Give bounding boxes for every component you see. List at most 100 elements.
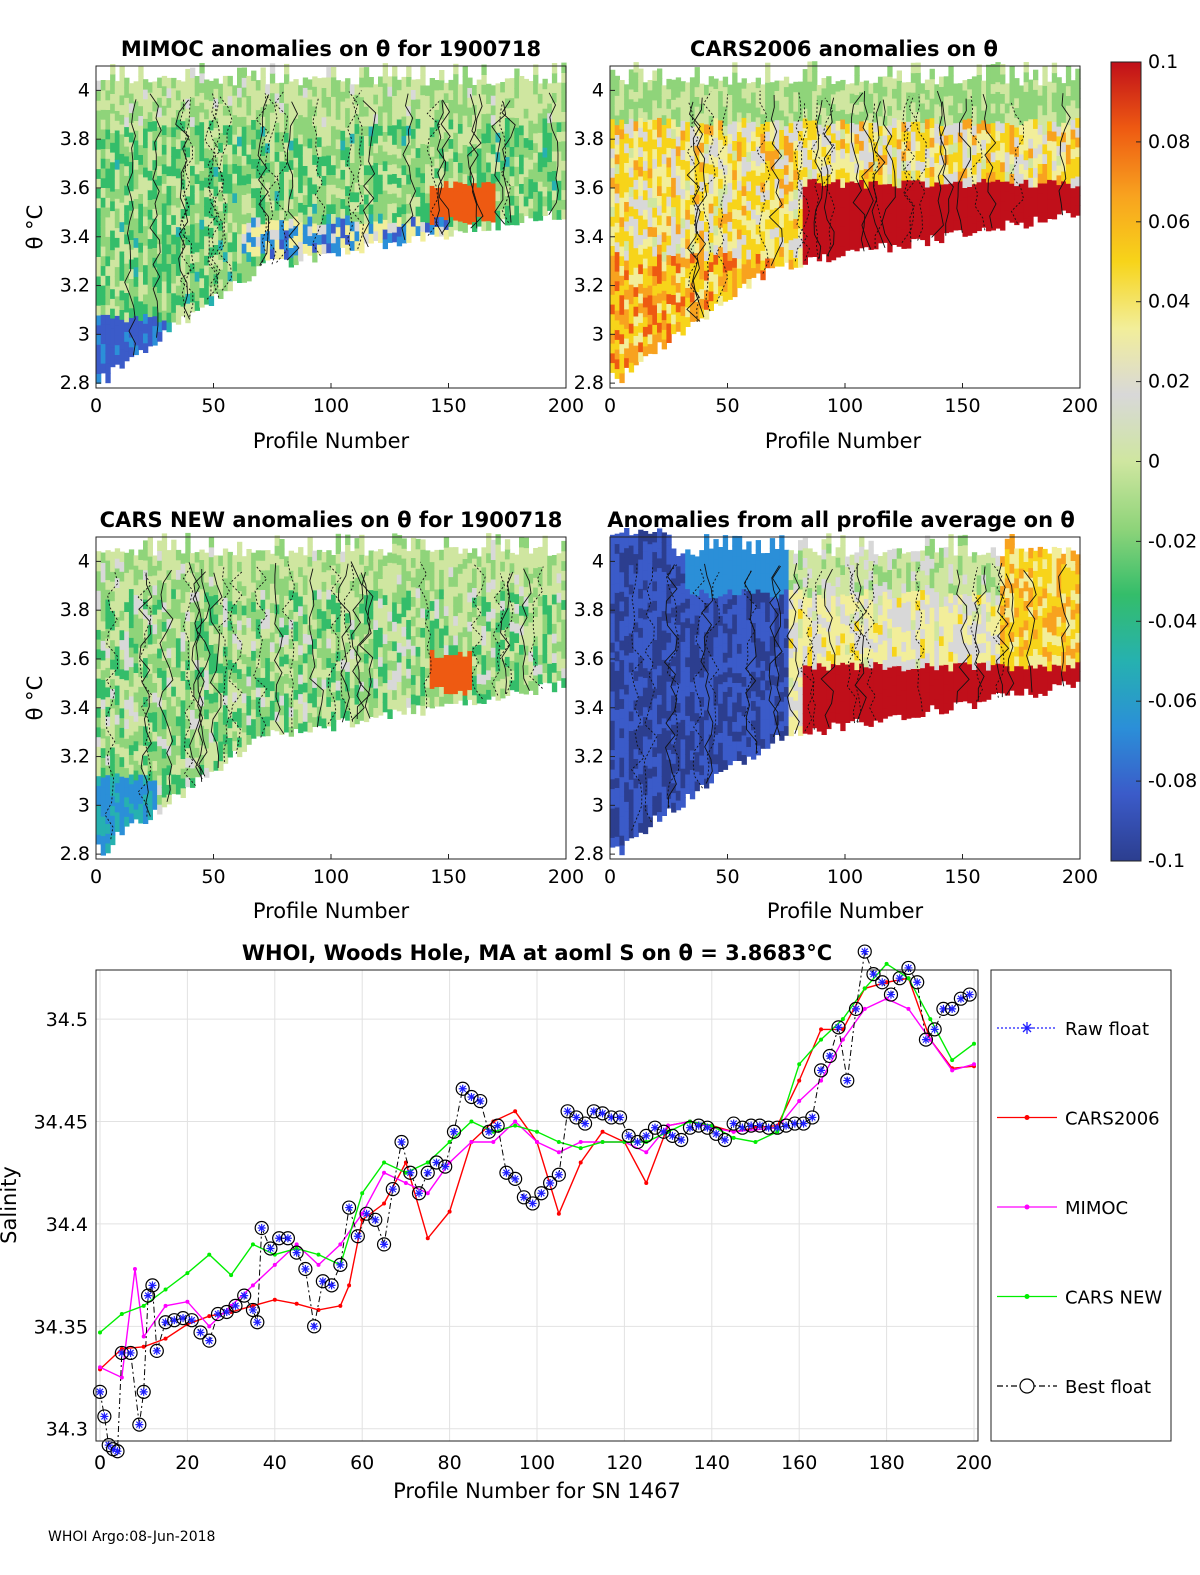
heatmap-cell: [486, 83, 492, 95]
heatmap-cell: [948, 192, 954, 204]
heatmap-cell: [995, 101, 1001, 112]
heatmap-cell: [642, 228, 649, 240]
heatmap-cell: [877, 223, 884, 234]
heatmap-cell: [194, 747, 200, 758]
heatmap-cell: [288, 91, 294, 102]
heatmap-cell: [373, 142, 379, 154]
heatmap-cell: [190, 116, 196, 127]
panel-carsnew-title: CARS NEW anomalies on θ for 1900718: [100, 508, 563, 532]
contour-line: [715, 94, 729, 302]
heatmap-cell: [237, 233, 243, 244]
heatmap-cell: [779, 90, 785, 101]
heatmap-cell: [826, 125, 832, 136]
heatmap-cell: [542, 205, 548, 216]
heatmap-cell: [368, 223, 374, 234]
heatmap-cell: [307, 245, 313, 256]
heatmap-cell: [312, 222, 318, 234]
heatmap-cell: [194, 281, 200, 292]
heatmap-cell: [208, 644, 215, 655]
heatmap-cell: [694, 145, 700, 156]
heatmap-cell: [882, 174, 888, 185]
heatmap-cell: [161, 124, 168, 136]
heatmap-cell: [392, 114, 398, 126]
heatmap-cell: [561, 91, 567, 103]
heatmap-cell: [185, 669, 191, 680]
heatmap-cell: [171, 676, 177, 687]
heatmap-cell: [486, 152, 492, 163]
heatmap-cell: [147, 326, 153, 337]
heatmap-cell: [100, 138, 106, 149]
heatmap-cell: [481, 103, 487, 115]
heatmap-cell: [373, 103, 379, 115]
y-tick-label: 3.8: [574, 128, 604, 150]
heatmap-cell: [986, 123, 992, 134]
heatmap-cell: [699, 269, 705, 280]
heatmap-cell: [251, 601, 257, 612]
heatmap-cell: [1009, 183, 1015, 194]
heatmap-cell: [1023, 71, 1029, 83]
heatmap-cell: [840, 167, 846, 179]
heatmap-cell: [246, 597, 252, 609]
panel-cars2006-xlabel: Profile Number: [765, 429, 922, 453]
heatmap-cell: [514, 78, 520, 89]
heatmap-cell: [746, 190, 752, 201]
heatmap-cell: [133, 276, 139, 287]
heatmap-cell: [671, 255, 677, 266]
heatmap-cell: [652, 246, 658, 257]
heatmap-cell: [967, 127, 973, 139]
heatmap-cell: [185, 620, 191, 632]
heatmap-cell: [218, 604, 224, 615]
heatmap-cell: [265, 716, 271, 727]
heatmap-cell: [260, 155, 266, 166]
heatmap-cell: [713, 137, 719, 148]
heatmap-cell: [924, 108, 931, 120]
heatmap-cell: [666, 147, 672, 158]
heatmap-cell: [779, 246, 785, 257]
heatmap-cell: [495, 102, 501, 114]
heatmap-cell: [138, 193, 144, 204]
heatmap-cell: [1018, 212, 1025, 223]
heatmap-cell: [476, 79, 482, 90]
heatmap-cell: [190, 738, 196, 749]
heatmap-cell: [619, 343, 625, 354]
heatmap-cell: [1023, 169, 1029, 180]
heatmap-cell: [500, 160, 506, 171]
heatmap-cell: [647, 216, 653, 227]
heatmap-cell: [981, 139, 987, 150]
heatmap-cell: [316, 244, 323, 255]
heatmap-cell: [500, 82, 506, 93]
heatmap-cell: [199, 121, 205, 132]
heatmap-cell: [647, 275, 653, 286]
heatmap-cell: [147, 780, 153, 791]
heatmap-cell: [732, 189, 738, 200]
heatmap-cell: [392, 163, 398, 174]
heatmap-cell: [547, 151, 553, 163]
heatmap-cell: [218, 152, 224, 163]
heatmap-cell: [873, 238, 879, 250]
heatmap-cell: [1075, 176, 1081, 187]
heatmap-cell: [232, 662, 238, 673]
y-tick-label: 3.4: [574, 226, 604, 248]
heatmap-cell: [1014, 185, 1020, 196]
heatmap-cell: [713, 146, 719, 158]
heatmap-cell: [147, 140, 153, 152]
heatmap-cell: [298, 163, 304, 174]
heatmap-cell: [467, 194, 473, 206]
heatmap-cell: [237, 214, 243, 225]
heatmap-cell: [788, 239, 794, 250]
heatmap-cell: [128, 258, 135, 270]
heatmap-cell: [610, 362, 616, 373]
heatmap-cell: [232, 701, 238, 712]
heatmap-cell: [288, 198, 294, 209]
heatmap-cell: [915, 189, 921, 200]
heatmap-cell: [138, 251, 144, 263]
heatmap-cell: [967, 166, 973, 178]
heatmap-cell: [812, 188, 818, 199]
heatmap-cell: [133, 149, 139, 160]
heatmap-cell: [713, 293, 719, 304]
heatmap-cell: [610, 352, 616, 364]
heatmap-cell: [171, 253, 177, 264]
heatmap-cell: [166, 735, 172, 746]
heatmap-cell: [96, 119, 102, 131]
heatmap-cell: [547, 171, 553, 182]
